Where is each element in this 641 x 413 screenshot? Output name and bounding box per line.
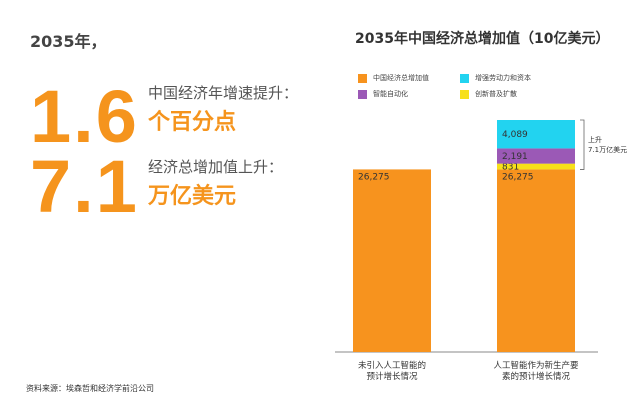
- category-label-0-line-0: 未引入人工智能的: [358, 360, 426, 371]
- data-label-1-2: 2,191: [502, 152, 528, 162]
- legend-swatch-total: [358, 73, 367, 83]
- stat-2-number: 7.1: [30, 145, 139, 228]
- increase-annotation-line-2: 7.1万亿美元: [588, 145, 627, 154]
- legend-item-total: 中国经济总增加值: [358, 73, 429, 83]
- legend-swatch-labor-capital: [460, 73, 469, 83]
- stat-1-label: 中国经济年增速提升：: [148, 84, 299, 102]
- stat-2-emphasis: 万亿美元: [148, 184, 237, 209]
- legend-swatch-automation: [358, 89, 367, 99]
- legend-item-automation: 智能自动化: [358, 89, 408, 99]
- increase-annotation-line-1: 上升: [588, 135, 602, 144]
- legend-item-labor-capital: 增强劳动力和资本: [460, 73, 531, 83]
- data-label-1-1: 831: [502, 163, 519, 173]
- increase-bracket: [580, 119, 585, 170]
- stat-2-label: 经济总增加值上升：: [148, 158, 284, 176]
- bar-segment-1-2: [497, 148, 575, 164]
- legend-swatch-innovation: [460, 89, 469, 99]
- bar-segment-1-3: [497, 120, 575, 149]
- bar-segment-1-1: [497, 163, 575, 170]
- legend-item-innovation: 创新普及扩散: [460, 89, 517, 99]
- category-label-1-line-0: 人工智能作为新生产要: [493, 360, 579, 371]
- category-label-0-line-1: 预计增长情况: [366, 371, 418, 382]
- intro-text: 2035年，: [30, 32, 107, 51]
- legend-label-automation: 智能自动化: [373, 90, 408, 98]
- legend-label-labor-capital: 增强劳动力和资本: [475, 74, 531, 82]
- stat-1-number: 1.6: [30, 75, 139, 158]
- data-label-1-3: 4,089: [502, 130, 528, 140]
- bar-segment-1-0: [497, 169, 575, 352]
- data-label-1-0: 26,275: [502, 172, 534, 182]
- source-note: 资料来源：埃森哲和经济学前沿公司: [26, 384, 154, 393]
- stat-1-emphasis: 个百分点: [148, 110, 237, 135]
- legend-label-innovation: 创新普及扩散: [475, 90, 517, 98]
- category-label-1-line-1: 素的预计增长情况: [502, 371, 571, 382]
- data-label-0-0: 26,275: [358, 172, 390, 182]
- legend-label-total: 中国经济总增加值: [373, 74, 429, 82]
- chart-title: 2035年中国经济总增加值（10亿美元）: [355, 31, 610, 47]
- bar-segment-0-0: [353, 169, 431, 352]
